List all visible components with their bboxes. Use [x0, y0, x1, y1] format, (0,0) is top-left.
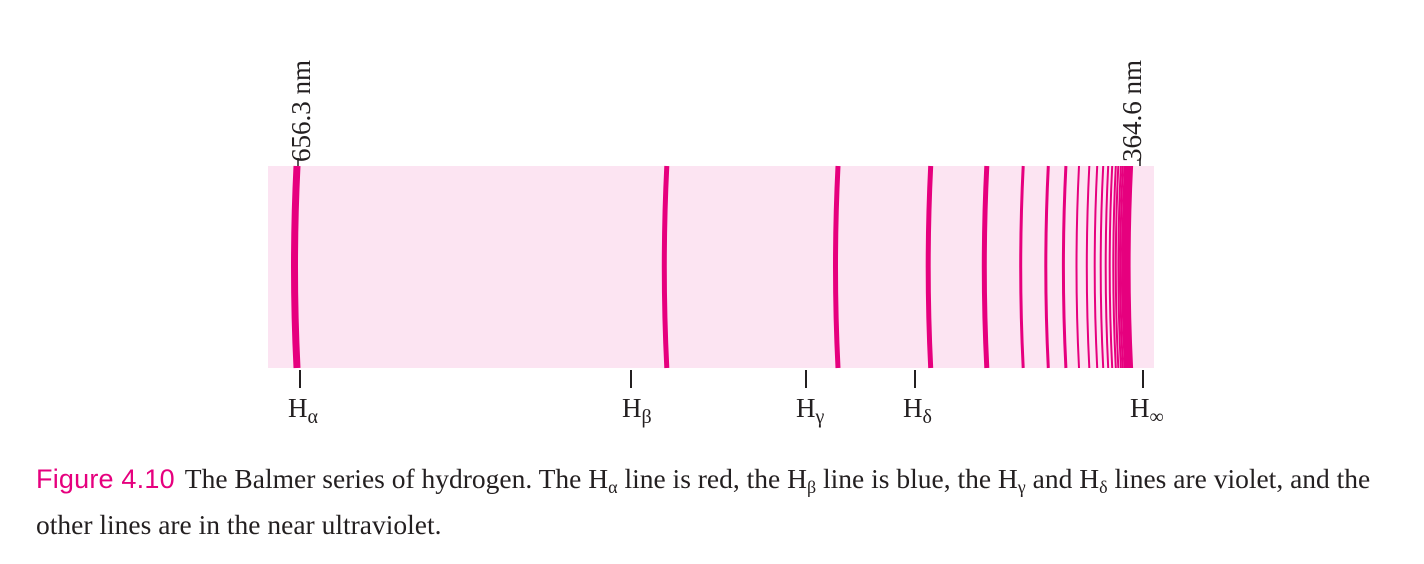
figure-number: Figure 4.10 [36, 464, 175, 494]
line-labels: Hα Hβ Hγ Hδ H∞ [288, 393, 1164, 428]
caption-text-1: The Balmer series of hydrogen. The H [184, 463, 609, 494]
caption-sub-alpha: α [608, 477, 618, 497]
caption-text-3: line is blue, the H [816, 463, 1018, 494]
spectral-line [1044, 165, 1050, 369]
spectral-line [833, 165, 841, 369]
spectral-line [925, 165, 934, 369]
h-alpha-label: Hα [288, 393, 319, 428]
caption-sub-delta: δ [1099, 477, 1108, 497]
balmer-series-diagram: 656.3 nm 364.6 nm Hα Hβ Hγ Hδ H∞ [268, 60, 1164, 428]
spectral-line [1099, 165, 1105, 369]
spectral-line [1114, 165, 1120, 369]
spectral-line [291, 165, 301, 369]
wavelength-label-364: 364.6 nm [1117, 60, 1147, 162]
spectral-line [1117, 165, 1122, 369]
spectrum-band [268, 166, 1154, 368]
caption-sub-gamma: γ [1017, 477, 1026, 497]
caption-sub-beta: β [806, 477, 817, 497]
spectral-line [1108, 165, 1114, 369]
spectral-line [1128, 165, 1134, 369]
h-delta-label: Hδ [903, 393, 932, 428]
h-beta-label: Hβ [622, 393, 652, 428]
wavelength-label-656: 656.3 nm [286, 60, 316, 162]
h-infinity-label: H∞ [1130, 393, 1164, 428]
tick-marks [297, 158, 1144, 388]
spectral-line [1104, 165, 1110, 369]
spectral-line [1121, 165, 1126, 369]
h-gamma-label: Hγ [796, 393, 825, 428]
spectral-line [1112, 165, 1117, 369]
spectral-line [1085, 165, 1091, 369]
spectral-line [1119, 165, 1124, 369]
spectral-line [1075, 165, 1080, 369]
caption-text-4: and H [1025, 463, 1100, 494]
spectral-line [1019, 165, 1025, 369]
spectral-line [1061, 165, 1068, 369]
caption-text-5: lines are violet, and the other lines ar… [36, 463, 1371, 540]
spectral-line [981, 165, 990, 369]
caption-text-2: line is red, the H [617, 463, 807, 494]
spectral-line [1124, 165, 1129, 369]
spectral-lines [291, 165, 1134, 369]
figure-caption: Figure 4.10 The Balmer series of hydrogen… [36, 460, 1416, 544]
spectral-line [661, 165, 670, 369]
spectral-line [1093, 165, 1099, 369]
